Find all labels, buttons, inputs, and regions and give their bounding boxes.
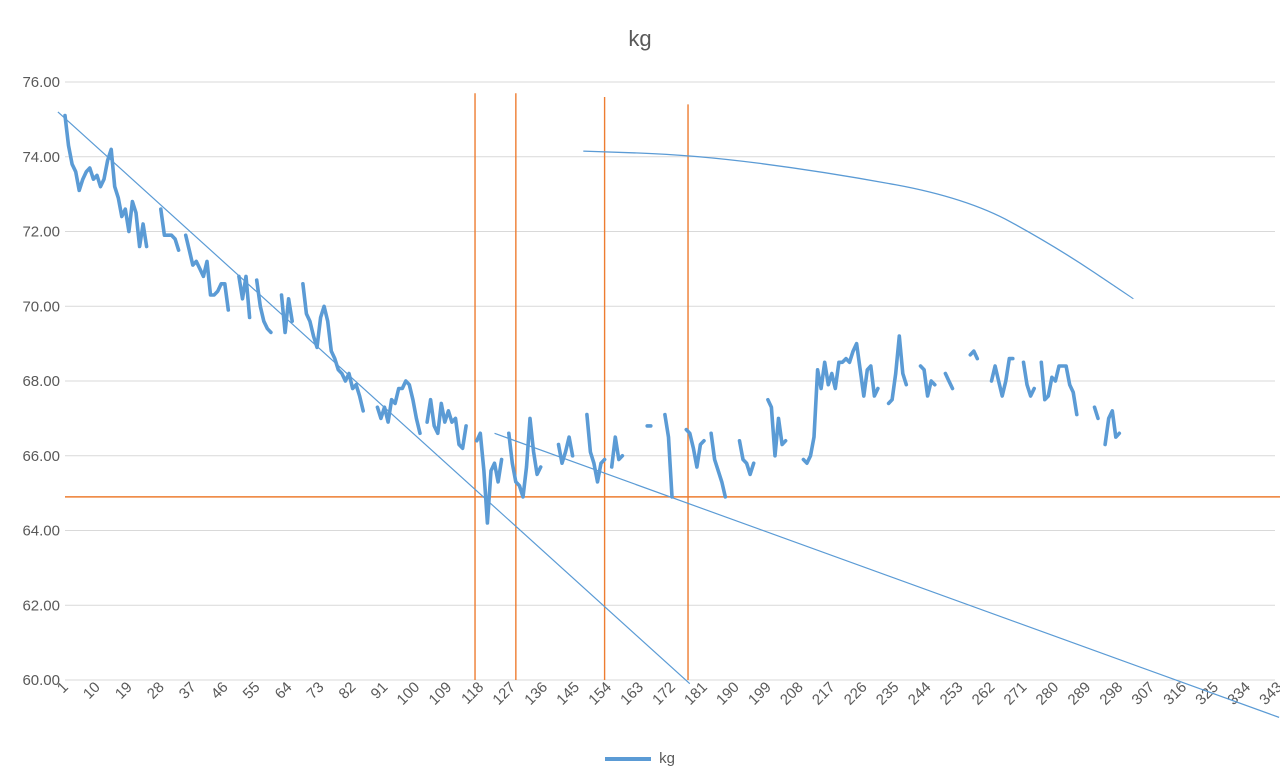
x-tick-label: 118 (458, 679, 487, 708)
x-tick-label: 235 (873, 679, 903, 709)
x-tick-label: 271 (1001, 679, 1031, 709)
x-tick-label: 64 (272, 679, 296, 703)
x-tick-label: 298 (1096, 679, 1126, 709)
chart-title: kg (628, 26, 652, 51)
series-line-segment (1021, 360, 1036, 398)
x-tick-label: 217 (809, 679, 839, 709)
x-tick-label: 145 (553, 679, 583, 709)
series-line-segment (989, 356, 1015, 398)
x-tick-label: 91 (368, 679, 392, 703)
x-tick-label: 109 (426, 679, 456, 709)
series-line-segment (737, 438, 756, 477)
y-axis-ticks: 60.00 62.00 64.00 66.00 68.00 70.00 72.00 74.00… (22, 74, 60, 689)
x-tick-label: 37 (176, 679, 200, 703)
x-tick-label: 172 (649, 679, 679, 709)
series-line-segment (506, 416, 543, 499)
series-line-segment (766, 397, 788, 458)
series-line-segment (183, 233, 231, 312)
series-line-segment (301, 281, 366, 413)
x-tick-label: 10 (80, 679, 104, 703)
y-tick-label: 74.00 (22, 149, 60, 166)
series-line-segment (63, 113, 149, 249)
legend-swatch-kg (605, 757, 652, 762)
x-tick-label: 154 (585, 679, 615, 709)
y-tick-label: 72.00 (22, 224, 60, 241)
series-line-segment (159, 207, 181, 252)
series-line-segment (1103, 409, 1122, 447)
series-line-segment (375, 379, 422, 436)
x-tick-label: 181 (681, 679, 711, 709)
x-tick-label: 46 (208, 679, 232, 703)
series-line-segment (279, 293, 295, 335)
y-tick-label: 62.00 (22, 597, 60, 614)
x-tick-label: 307 (1128, 679, 1158, 709)
series-line-segment (609, 435, 625, 469)
legend-label-kg: kg (659, 750, 675, 767)
x-tick-label: 163 (617, 679, 647, 709)
series-line-segment (801, 341, 880, 466)
trend-line (57, 111, 691, 685)
y-tick-label: 64.00 (22, 523, 60, 540)
series-line-segment (1092, 405, 1100, 421)
series-line-segment (585, 412, 607, 484)
x-axis-ticks: 1 10 19 28 37 46 55 64 73 82 91 100 109 118 127 136 145 1… (54, 679, 1280, 709)
x-tick-label: 244 (905, 679, 935, 709)
x-tick-label: 199 (745, 679, 775, 709)
y-tick-label: 76.00 (22, 74, 60, 91)
x-tick-label: 334 (1224, 679, 1254, 709)
y-tick-label: 66.00 (22, 448, 60, 465)
series-line-segment (237, 274, 252, 320)
series-line-segment (663, 412, 674, 499)
x-tick-label: 262 (969, 679, 999, 709)
series-line-segment (254, 278, 273, 335)
series-line-segment (709, 431, 728, 499)
x-tick-label: 100 (394, 679, 424, 709)
x-tick-label: 136 (521, 679, 551, 709)
x-tick-label: 289 (1065, 679, 1095, 709)
x-tick-label: 208 (777, 679, 807, 709)
legend: kg (0, 750, 1280, 767)
series-line-segment (425, 397, 468, 451)
annotation-lines (57, 93, 1280, 718)
series-kg (63, 113, 1122, 525)
x-tick-label: 325 (1192, 679, 1222, 709)
series-line-segment (684, 427, 706, 469)
x-tick-label: 19 (112, 679, 136, 703)
x-tick-label: 253 (937, 679, 967, 709)
x-tick-label: 28 (144, 679, 168, 703)
x-tick-label: 127 (489, 679, 519, 709)
x-tick-label: 73 (304, 679, 328, 703)
grid-lines (65, 81, 1275, 681)
x-tick-label: 343 (1256, 679, 1280, 709)
x-tick-label: 55 (240, 679, 264, 703)
series-line-segment (556, 435, 575, 466)
series-line-segment (943, 371, 955, 391)
series-line-segment (918, 364, 937, 398)
y-tick-label: 70.00 (22, 298, 60, 315)
trend-line (494, 432, 1280, 718)
y-tick-label: 68.00 (22, 373, 60, 390)
projection-curve (583, 150, 1134, 300)
x-tick-label: 226 (841, 679, 871, 709)
series-line-segment (1039, 360, 1079, 417)
series-line-segment (474, 431, 504, 525)
x-tick-label: 1 (54, 679, 72, 697)
x-tick-label: 82 (336, 679, 360, 703)
x-tick-label: 280 (1033, 679, 1063, 709)
y-tick-label: 60.00 (22, 672, 60, 689)
series-line-segment (968, 349, 980, 361)
series-line-segment (886, 334, 909, 406)
x-tick-label: 190 (713, 679, 743, 709)
